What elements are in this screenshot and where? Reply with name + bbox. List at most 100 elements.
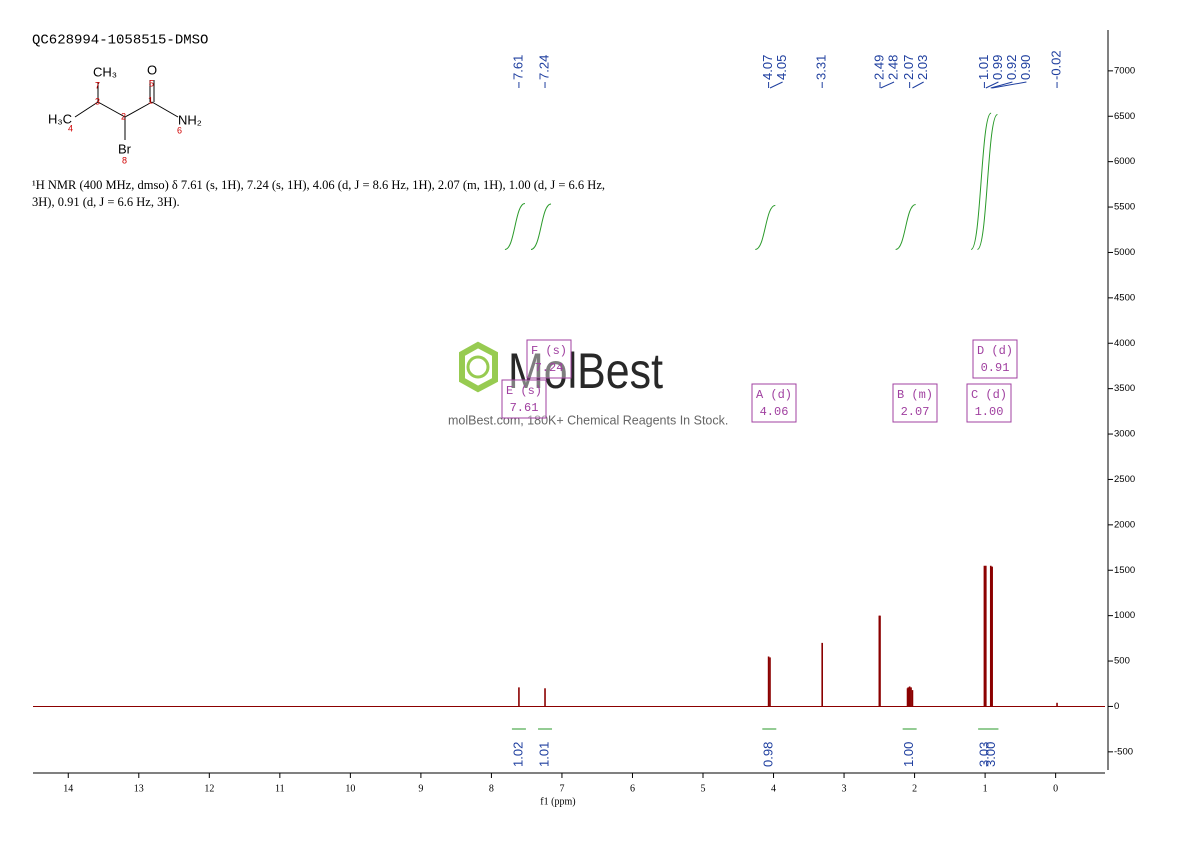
y-tick-label: 4500 bbox=[1114, 292, 1135, 303]
watermark: MolBest molBest.com, 180K+ Chemical Reag… bbox=[448, 341, 728, 427]
x-tick-label: 7 bbox=[559, 783, 564, 794]
y-tick-label: 5500 bbox=[1114, 202, 1135, 213]
bond bbox=[124, 101, 153, 118]
atom-number: 1 bbox=[148, 95, 153, 105]
y-tick-label: 6500 bbox=[1114, 111, 1135, 122]
atom-number: 7 bbox=[95, 80, 100, 90]
x-axis-label: f1 (ppm) bbox=[540, 796, 575, 807]
multiplet-label: C (d) bbox=[971, 388, 1007, 402]
peak-label: -0.02 bbox=[1048, 50, 1063, 80]
x-tick-label: 11 bbox=[275, 783, 285, 794]
structure bbox=[74, 80, 179, 140]
peak-label-connector bbox=[985, 81, 999, 89]
logo bbox=[459, 341, 498, 393]
y-tick-label: 2500 bbox=[1114, 474, 1135, 485]
y-tick-label: 7000 bbox=[1114, 65, 1135, 76]
y-tick-label: 1000 bbox=[1114, 610, 1135, 621]
x-tick-label: 5 bbox=[701, 783, 706, 794]
atom: Br bbox=[118, 141, 132, 156]
integral-label: 1.00 bbox=[901, 742, 916, 767]
x-tick-label: 12 bbox=[204, 783, 214, 794]
multiplet-box bbox=[526, 339, 572, 379]
peak-label: 0.90 bbox=[1018, 55, 1033, 80]
brand: MolBest bbox=[508, 343, 663, 399]
x-tick-label: 10 bbox=[345, 783, 355, 794]
integral-label: 0.98 bbox=[761, 742, 776, 767]
integral-curve bbox=[970, 112, 992, 250]
x-tick-label: 6 bbox=[630, 783, 635, 794]
atom-number: 6 bbox=[177, 125, 182, 135]
y-tick-label: 4000 bbox=[1114, 338, 1135, 349]
atom-number: 3 bbox=[95, 96, 100, 106]
multiplet-label: F (s) bbox=[531, 344, 567, 358]
bond bbox=[151, 101, 179, 118]
integral-curve bbox=[530, 203, 552, 250]
atoms: CH₃ O H₃C NH₂ Br bbox=[48, 62, 202, 156]
atom: H₃C bbox=[48, 111, 72, 126]
y-tick-label: 5000 bbox=[1114, 247, 1135, 258]
multiplet-shift: 2.07 bbox=[901, 405, 930, 419]
multiplet-shift: 1.00 bbox=[975, 405, 1004, 419]
atom: NH₂ bbox=[178, 112, 202, 127]
peak-label: 4.05 bbox=[774, 55, 789, 80]
multiplet-box bbox=[501, 379, 547, 419]
peak-label-connector bbox=[769, 81, 783, 89]
peak-label: 2.48 bbox=[885, 55, 900, 80]
x-tick-label: 8 bbox=[489, 783, 494, 794]
description: ¹H NMR (400 MHz, dmso) δ 7.61 (s, 1H), 7… bbox=[32, 178, 605, 209]
bond bbox=[97, 101, 126, 118]
multiplet-box bbox=[751, 383, 797, 423]
y-tick-label: -500 bbox=[1114, 746, 1133, 757]
y-tick-label: 500 bbox=[1114, 656, 1130, 667]
peak-label-connector bbox=[880, 81, 895, 89]
peak-label: 1.01 bbox=[976, 55, 991, 80]
peak-label: 7.61 bbox=[510, 55, 525, 80]
peak-label: 2.49 bbox=[871, 55, 886, 80]
x-tick-label: 4 bbox=[771, 783, 776, 794]
x-tick-label: 9 bbox=[418, 783, 423, 794]
multiplet-box bbox=[892, 383, 938, 423]
y-tick-label: 1500 bbox=[1114, 565, 1135, 576]
y-tick-label: 0 bbox=[1114, 701, 1119, 712]
multiplet-shift: 0.91 bbox=[981, 361, 1010, 375]
integral-curve bbox=[504, 203, 526, 250]
multiplet-shift: 7.61 bbox=[510, 401, 539, 415]
integral-curve bbox=[755, 204, 776, 250]
multiplet-label: A (d) bbox=[756, 388, 792, 402]
multiplet-shift: 7.24 bbox=[535, 361, 564, 375]
atom-number: 4 bbox=[68, 123, 73, 133]
atom: CH₃ bbox=[93, 64, 117, 79]
peak-label-connector bbox=[990, 81, 1013, 89]
integral-curve bbox=[895, 203, 916, 250]
multiplet-label: E (s) bbox=[506, 384, 542, 398]
multiplet-box bbox=[966, 383, 1012, 423]
x-tick-label: 1 bbox=[983, 783, 988, 794]
multiplet-shift: 4.06 bbox=[760, 405, 789, 419]
atom: O bbox=[147, 62, 157, 77]
title: QC628994-1058515-DMSO bbox=[32, 33, 208, 49]
integral-curve bbox=[976, 113, 998, 250]
peak-label: 2.03 bbox=[915, 55, 930, 80]
x-tick-label: 14 bbox=[63, 783, 73, 794]
logo bbox=[466, 355, 490, 379]
peak-label: 4.07 bbox=[760, 55, 775, 80]
peak-label: 7.24 bbox=[536, 55, 551, 80]
y-tick-label: 3500 bbox=[1114, 383, 1135, 394]
x-tick-label: 13 bbox=[134, 783, 144, 794]
integral-label: 1.02 bbox=[510, 742, 525, 767]
multiplet-label: D (d) bbox=[977, 344, 1013, 358]
integral-label: 1.01 bbox=[536, 742, 551, 767]
integral-label: 3.00 bbox=[983, 742, 998, 767]
peak-label: 0.99 bbox=[990, 55, 1005, 80]
y-tick-label: 3000 bbox=[1114, 429, 1135, 440]
y-tick-label: 6000 bbox=[1114, 156, 1135, 167]
multiplet-box bbox=[972, 339, 1018, 379]
bond bbox=[74, 101, 99, 118]
peak-label-connector bbox=[992, 81, 1027, 89]
tagline: molBest.com, 180K+ Chemical Reagents In … bbox=[448, 413, 728, 427]
peak-label: 2.07 bbox=[901, 55, 916, 80]
y-tick-label: 2000 bbox=[1114, 519, 1135, 530]
atom-number: 8 bbox=[122, 155, 127, 165]
